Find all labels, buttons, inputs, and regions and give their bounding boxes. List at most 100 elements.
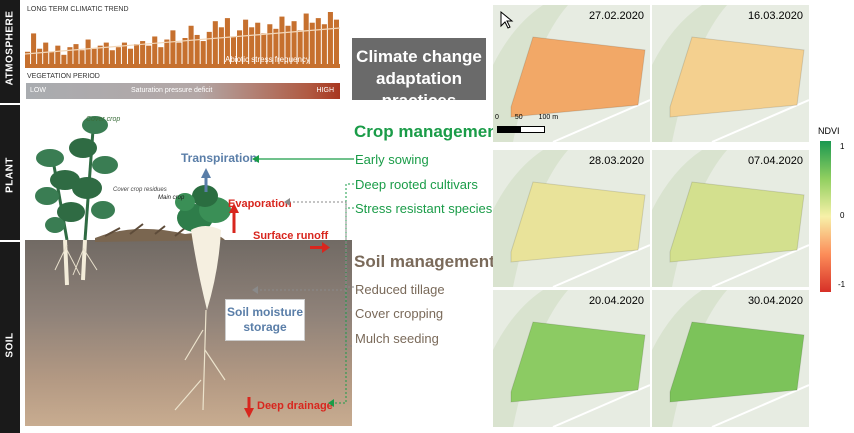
saturation-gradient-bar: LOW Saturation pressure deficit HIGH bbox=[26, 83, 340, 99]
sidebar-divider bbox=[0, 240, 20, 242]
field-parcel bbox=[511, 182, 645, 262]
climate-bar bbox=[182, 38, 188, 64]
climate-bar bbox=[291, 21, 297, 64]
panel-date: 30.04.2020 bbox=[747, 295, 803, 307]
ndvi-tick-min: -1 bbox=[838, 280, 846, 289]
crop-item-deep-rooted: Deep rooted cultivars bbox=[355, 177, 478, 192]
climate-bar bbox=[146, 45, 152, 64]
gradient-low-label: LOW bbox=[30, 87, 46, 94]
ndvi-panel: 07.04.2020 bbox=[652, 150, 809, 287]
climate-chart-title: LONG TERM CLIMATIC TREND bbox=[27, 6, 129, 13]
climate-bar bbox=[303, 13, 309, 65]
surface-runoff-label: Surface runoff bbox=[253, 230, 329, 242]
scale-label-50: 50 bbox=[514, 114, 523, 121]
panel-date: 07.04.2020 bbox=[747, 155, 803, 167]
climate-bar bbox=[261, 33, 267, 64]
climate-bar bbox=[85, 39, 91, 64]
climate-bar bbox=[79, 50, 85, 64]
climate-bar bbox=[97, 45, 103, 64]
climate-bar bbox=[249, 27, 255, 64]
climate-bar bbox=[176, 42, 182, 64]
field-map bbox=[493, 290, 650, 427]
scale-bar bbox=[497, 126, 545, 133]
panel-date: 28.03.2020 bbox=[588, 155, 644, 167]
sidebar-label-plant: PLANT bbox=[4, 157, 16, 193]
sidebar-label-soil: SOIL bbox=[4, 332, 16, 358]
climate-bar bbox=[170, 30, 176, 65]
climate-bar bbox=[31, 33, 37, 64]
scale-label-100: 100 m bbox=[538, 114, 559, 121]
climate-bar bbox=[206, 31, 212, 65]
climate-bar bbox=[212, 21, 218, 64]
climate-bar bbox=[61, 54, 67, 64]
field-map bbox=[652, 5, 809, 142]
ndvi-legend-title: NDVI bbox=[818, 126, 840, 136]
climate-bar bbox=[73, 44, 79, 64]
field-map bbox=[493, 5, 650, 142]
evaporation-label: Evaporation bbox=[228, 198, 292, 210]
field-map bbox=[652, 150, 809, 287]
climate-bar bbox=[200, 41, 206, 64]
crop-management-heading: Crop management bbox=[354, 122, 504, 141]
climate-chart-legend: Abiotic stress frequency bbox=[225, 55, 310, 64]
climate-bar bbox=[127, 48, 134, 64]
sidebar-divider bbox=[0, 103, 20, 105]
climate-bar bbox=[91, 48, 97, 64]
vegetation-title: VEGETATION PERIOD bbox=[27, 73, 100, 80]
soil-management-heading: Soil management bbox=[354, 252, 495, 271]
field-parcel bbox=[670, 182, 804, 262]
ndvi-panel: 20.04.2020 bbox=[493, 290, 650, 427]
scale-bar-labels: 0 50 100 m bbox=[495, 114, 558, 121]
field-parcel-outline bbox=[669, 36, 805, 118]
climate-bar bbox=[109, 50, 115, 64]
practices-title-line2: adaptation practices bbox=[376, 69, 462, 110]
cursor-arrow-icon bbox=[500, 10, 514, 29]
practices-title-box: Climate change adaptation practices bbox=[352, 38, 486, 110]
climate-bar bbox=[285, 25, 291, 64]
climate-bar bbox=[37, 48, 43, 64]
field-parcel bbox=[511, 322, 645, 402]
map-track bbox=[552, 99, 650, 142]
climate-bar bbox=[243, 19, 249, 64]
gradient-high-label: HIGH bbox=[316, 87, 335, 94]
left-sidebar: ATMOSPHERE PLANT SOIL bbox=[0, 0, 20, 433]
cover-crop-plant-right bbox=[69, 116, 118, 241]
climate-bar bbox=[297, 30, 303, 65]
ndvi-tick-zero: 0 bbox=[840, 211, 845, 220]
soil-item-reduced-tillage: Reduced tillage bbox=[355, 282, 445, 297]
field-parcel bbox=[670, 37, 804, 117]
climate-bar bbox=[152, 36, 158, 64]
cover-crop-label: Cover crop bbox=[86, 116, 121, 123]
field-parcel bbox=[511, 37, 645, 117]
main-crop-label: Main crop bbox=[158, 195, 185, 201]
panel-date: 27.02.2020 bbox=[588, 10, 644, 22]
climate-bar bbox=[321, 24, 327, 65]
climate-bar bbox=[134, 44, 140, 64]
main-crop-plant bbox=[175, 185, 231, 232]
sidebar-label-atmosphere: ATMOSPHERE bbox=[4, 10, 16, 86]
climate-bar bbox=[279, 16, 285, 64]
climate-trend-line bbox=[25, 27, 340, 55]
climate-bar bbox=[115, 47, 121, 64]
cover-crop-plant-left bbox=[35, 149, 85, 241]
climate-bar bbox=[103, 42, 109, 64]
map-track bbox=[552, 384, 650, 427]
climate-bar bbox=[121, 42, 127, 64]
climate-bar bbox=[158, 47, 164, 64]
map-track bbox=[711, 99, 809, 142]
climate-bar bbox=[273, 28, 279, 64]
crop-item-early-sowing: Early sowing bbox=[355, 152, 429, 167]
field-map bbox=[493, 150, 650, 287]
ndvi-tick-max: 1 bbox=[840, 142, 845, 151]
soil-item-cover-cropping: Cover cropping bbox=[355, 306, 444, 321]
climate-bar bbox=[224, 18, 230, 64]
ndvi-panel: 27.02.2020 bbox=[493, 5, 650, 142]
ndvi-panel: 30.04.2020 bbox=[652, 290, 809, 427]
map-track bbox=[711, 384, 809, 427]
climate-bar bbox=[327, 12, 333, 64]
field-parcel-outline bbox=[510, 321, 646, 403]
field-parcel-outline bbox=[510, 181, 646, 263]
climate-bar bbox=[255, 22, 261, 64]
climate-bar bbox=[267, 24, 273, 65]
climate-bar bbox=[230, 36, 237, 64]
